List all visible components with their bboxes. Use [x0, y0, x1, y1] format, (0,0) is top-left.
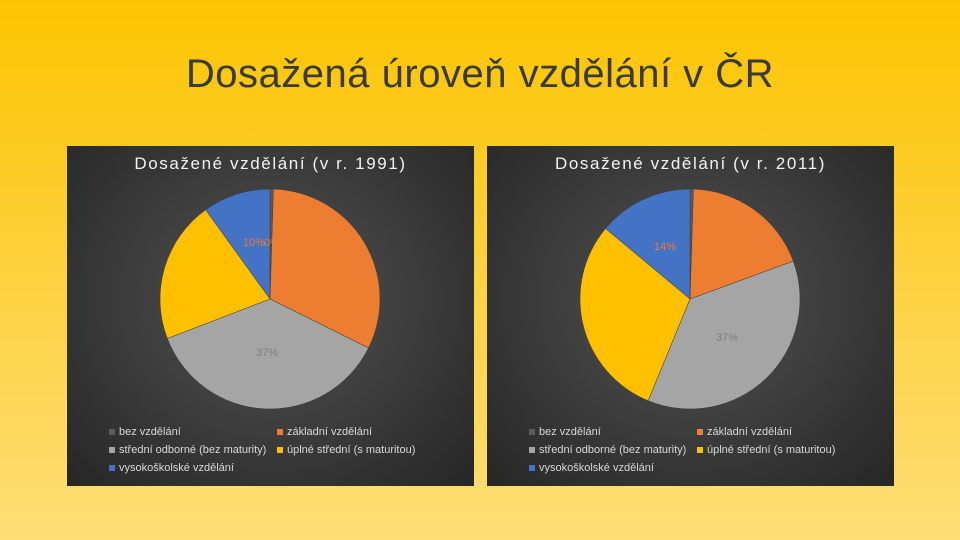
legend-label-stredni-odborne: střední odborné (bez maturity)	[119, 444, 267, 456]
chart-title-1991: Dosažené vzdělání (v r. 1991)	[134, 154, 407, 173]
legend-label-bez-vzdelani: bez vzdělání	[539, 426, 601, 438]
legend-swatch-zakladni	[277, 429, 283, 435]
pie-slice-stredni-odborne	[647, 260, 801, 410]
data-label-stredni-odborne: 37%	[256, 347, 278, 359]
pie-slice-zakladni	[689, 188, 794, 300]
data-label-vysokoskolske: 14%	[654, 241, 676, 253]
chart-panel-1991: Dosažené vzdělání (v r. 1991) 0% 32% 37% 21…	[67, 146, 474, 486]
data-label-uplne-stredni: 30%	[624, 305, 646, 317]
pie-slice-uplne-stredni	[579, 228, 691, 402]
pie-slice-zakladni	[269, 188, 381, 349]
pie-slice-uplne-stredni	[159, 209, 271, 339]
legend-1991: bez vzdělání základní vzdělání střední odb…	[109, 426, 469, 474]
data-label-zakladni: 19%	[709, 247, 731, 259]
legend-swatch-uplne-stredni	[277, 447, 283, 453]
legend-item-uplne-stredni: úplné střední (s maturitou)	[277, 444, 467, 456]
legend-item-zakladni: základní vzdělání	[697, 426, 887, 438]
pie-slice-vysokoskolske	[205, 188, 271, 300]
legend-swatch-vysokoskolske	[529, 465, 535, 471]
legend-swatch-stredni-odborne	[529, 447, 535, 453]
legend-label-vysokoskolske: vysokoškolské vzdělání	[119, 462, 234, 474]
legend-item-bez-vzdelani: bez vzdělání	[529, 426, 697, 438]
legend-swatch-bez-vzdelani	[529, 429, 535, 435]
legend-label-uplne-stredni: úplné střední (s maturitou)	[707, 444, 836, 456]
legend-item-vysokoskolske: vysokoškolské vzdělání	[529, 462, 697, 474]
legend-label-stredni-odborne: střední odborné (bez maturity)	[539, 444, 687, 456]
pie-slice-stredni-odborne	[167, 298, 369, 410]
data-label-stredni-odborne: 37%	[716, 332, 738, 344]
legend-item-stredni-odborne: střední odborné (bez maturity)	[109, 444, 277, 456]
legend-item-bez-vzdelani: bez vzdělání	[109, 426, 277, 438]
pie-chart-1991: 0% 32% 37% 21% 10%	[159, 188, 381, 410]
slide-title: Dosažená úroveň vzdělání v ČR	[185, 52, 775, 96]
data-label-uplne-stredni: 21%	[206, 275, 228, 287]
data-label-zakladni: 32%	[306, 262, 328, 274]
legend-item-stredni-odborne: střední odborné (bez maturity)	[529, 444, 697, 456]
legend-label-vysokoskolske: vysokoškolské vzdělání	[539, 462, 654, 474]
legend-swatch-bez-vzdelani	[109, 429, 115, 435]
legend-item-vysokoskolske: vysokoškolské vzdělání	[109, 462, 277, 474]
legend-swatch-stredni-odborne	[109, 447, 115, 453]
legend-item-zakladni: základní vzdělání	[277, 426, 467, 438]
legend-label-zakladni: základní vzdělání	[707, 426, 792, 438]
legend-label-uplne-stredni: úplné střední (s maturitou)	[287, 444, 416, 456]
data-label-bez-vzdelani: 0%	[264, 237, 280, 249]
chart-title-2011: Dosažené vzdělání (v r. 2011)	[555, 154, 826, 173]
legend-swatch-vysokoskolske	[109, 465, 115, 471]
legend-item-uplne-stredni: úplné střední (s maturitou)	[697, 444, 887, 456]
pie-slice-vysokoskolske	[605, 188, 691, 300]
data-label-vysokoskolske: 10%	[243, 237, 265, 249]
legend-swatch-zakladni	[697, 429, 703, 435]
chart-panel-2011: Dosažené vzdělání (v r. 2011) 19% 37% 30% 1…	[487, 146, 894, 486]
legend-2011: bez vzdělání základní vzdělání střední odb…	[529, 426, 889, 474]
legend-label-bez-vzdelani: bez vzdělání	[119, 426, 181, 438]
legend-swatch-uplne-stredni	[697, 447, 703, 453]
pie-chart-2011: 19% 37% 30% 14%	[579, 188, 801, 410]
legend-label-zakladni: základní vzdělání	[287, 426, 372, 438]
